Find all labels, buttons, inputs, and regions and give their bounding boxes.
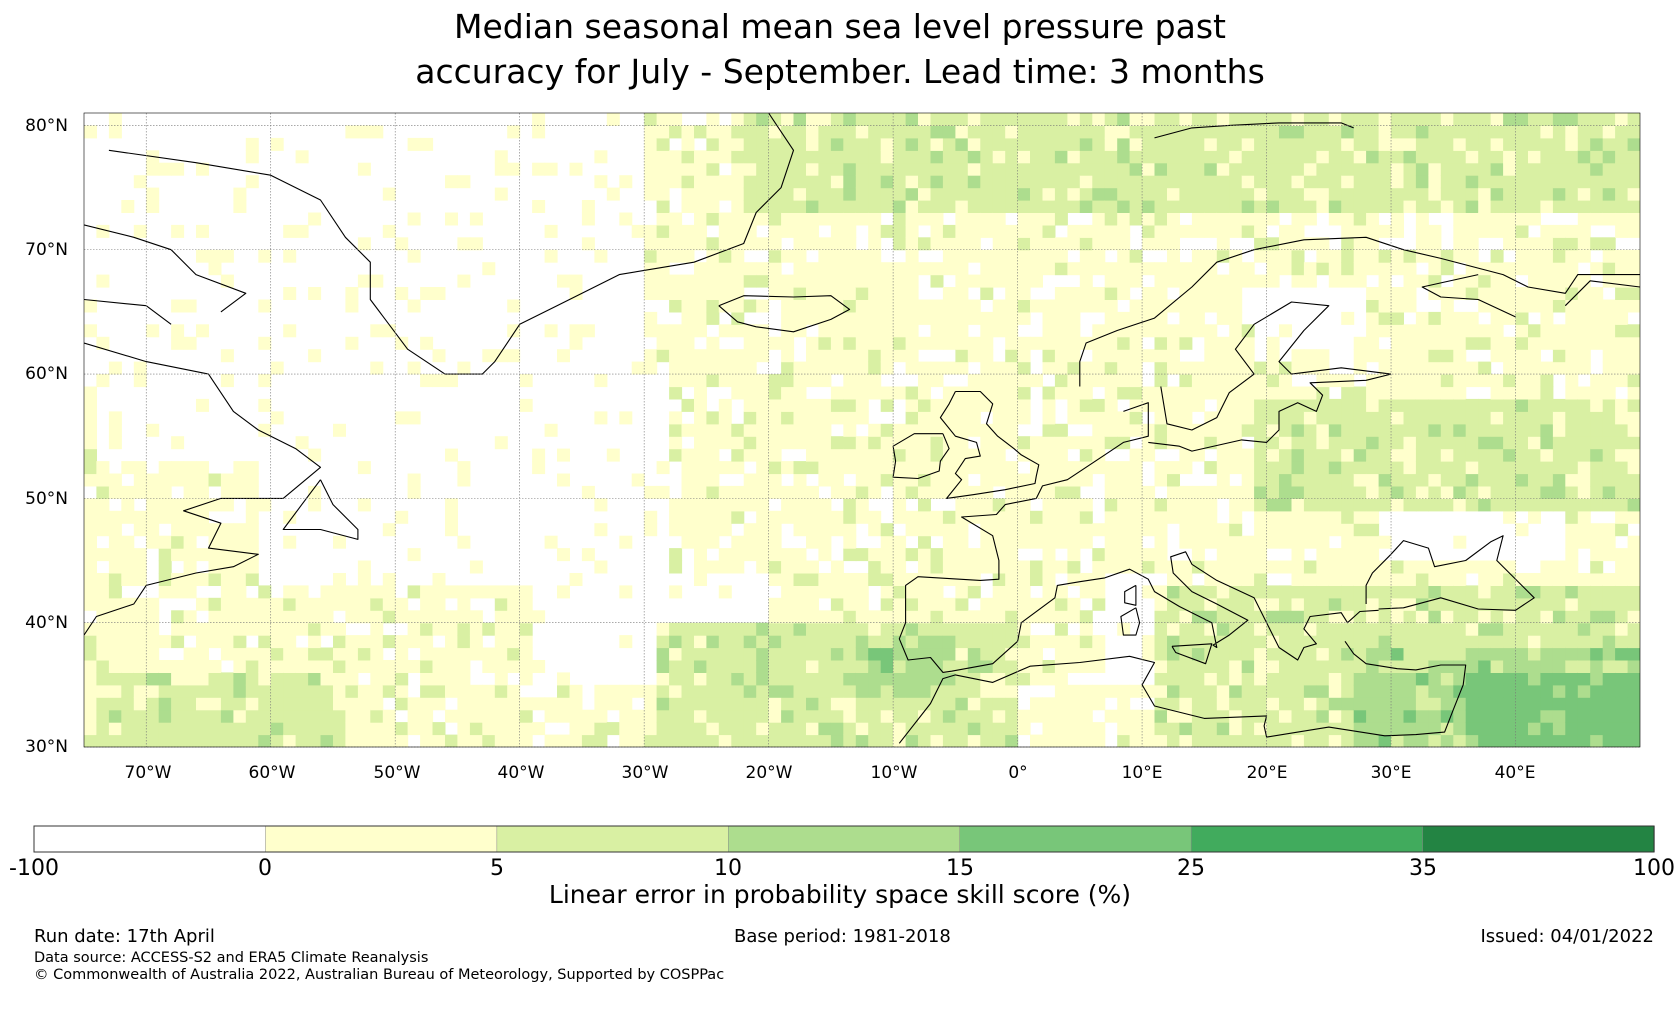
skill-score-field — [84, 113, 1640, 747]
colorbar-segment — [1422, 825, 1655, 853]
run-date: Run date: 17th April — [34, 926, 215, 947]
lat-label: 50°N — [25, 489, 68, 509]
lon-label: 60°W — [249, 763, 296, 783]
colorbar-tick-label: 35 — [1409, 856, 1437, 881]
lon-label: 20°E — [1247, 763, 1288, 783]
colorbar-tick-label: 25 — [1177, 856, 1205, 881]
map-frame — [83, 112, 1641, 748]
title-line-1: Median seasonal mean sea level pressure … — [454, 7, 1226, 46]
data-source: Data source: ACCESS-S2 and ERA5 Climate … — [34, 950, 429, 966]
lon-label: 70°W — [125, 763, 172, 783]
lon-label: 30°E — [1371, 763, 1412, 783]
map-title: Median seasonal mean sea level pressure … — [0, 4, 1680, 94]
issued-date: Issued: 04/01/2022 — [1480, 926, 1654, 947]
lon-label: 50°W — [374, 763, 421, 783]
colorbar-tick-label: 100 — [1633, 856, 1675, 881]
colorbar-title: Linear error in probability space skill … — [548, 880, 1132, 909]
longitude-labels: 70°W 60°W 50°W 40°W 30°W 20°W 10°W 0° 10… — [125, 763, 1536, 783]
lat-label: 30°N — [25, 737, 68, 757]
base-period: Base period: 1981-2018 — [734, 926, 951, 947]
colorbar-tick-label: 5 — [490, 856, 504, 881]
colorbar-tick-label: 15 — [946, 856, 974, 881]
colorbar-tick-label: 0 — [258, 856, 272, 881]
colorbar-segment — [1190, 825, 1424, 853]
lon-label: 10°W — [871, 763, 918, 783]
colorbar-tick-label: -100 — [9, 856, 59, 881]
lon-label: 20°W — [746, 763, 793, 783]
colorbar-segment — [33, 825, 267, 853]
title-line-2: accuracy for July - September. Lead time… — [415, 52, 1265, 91]
lon-label: 30°W — [622, 763, 669, 783]
lat-label: 80°N — [25, 116, 68, 136]
lat-label: 70°N — [25, 240, 68, 260]
lat-label: 60°N — [25, 364, 68, 384]
lon-label: 40°E — [1495, 763, 1536, 783]
copyright: © Commonwealth of Australia 2022, Austra… — [34, 967, 725, 983]
colorbar-segment — [959, 825, 1192, 853]
colorbar-segment — [728, 825, 961, 853]
lon-label: 0° — [1008, 763, 1027, 783]
latitude-labels: 80°N 70°N 60°N 50°N 40°N 30°N — [25, 116, 68, 757]
colorbar-segment — [265, 825, 498, 853]
colorbar: -100 0 5 10 15 25 35 100 — [9, 825, 1675, 881]
colorbar-segment — [496, 825, 730, 853]
colorbar-frame — [33, 825, 1655, 853]
lon-label: 40°W — [498, 763, 545, 783]
colorbar-tick-label: 10 — [714, 856, 742, 881]
lon-label: 10°E — [1122, 763, 1163, 783]
lat-label: 40°N — [25, 613, 68, 633]
colorbar-segments — [33, 825, 1655, 853]
